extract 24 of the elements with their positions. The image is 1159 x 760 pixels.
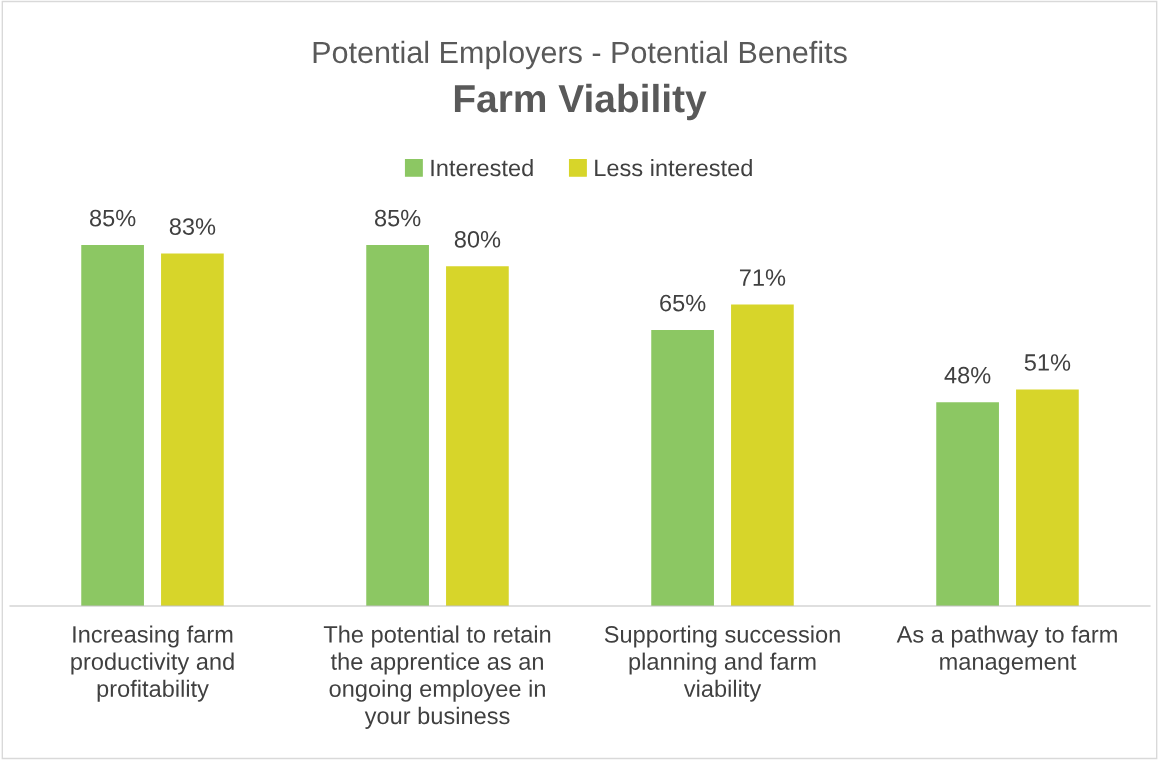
data-label: 85% [375,209,421,227]
legend-label: Interested [431,159,533,177]
x-tick-label: Supporting succession planning and farm viability [604,625,840,702]
data-label: 71% [739,269,786,286]
bar [366,245,429,606]
bar [936,402,999,606]
x-tick-label: As a pathway to farm management [896,625,1117,675]
bar [161,253,224,606]
data-label: 85% [90,209,136,227]
data-label: 51% [1024,354,1071,371]
data-label: 80% [454,230,501,248]
chart-title: Potential Employers - Potential Benefits [313,40,847,70]
bar [651,329,714,606]
data-label: 48% [944,366,991,384]
data-label: 83% [169,218,216,235]
chart-subtitle: Farm Viability [454,83,707,121]
bar [446,266,509,606]
x-tick-label: Increasing farm productivity and profitability [71,625,234,702]
bar [1016,389,1079,606]
bar [81,245,144,606]
legend-label: Less interested [595,159,752,177]
x-tick-label: The potential to retain the apprentice as an ongoing employee in your business [323,625,551,729]
bar [731,304,794,606]
data-label: 65% [660,294,706,312]
